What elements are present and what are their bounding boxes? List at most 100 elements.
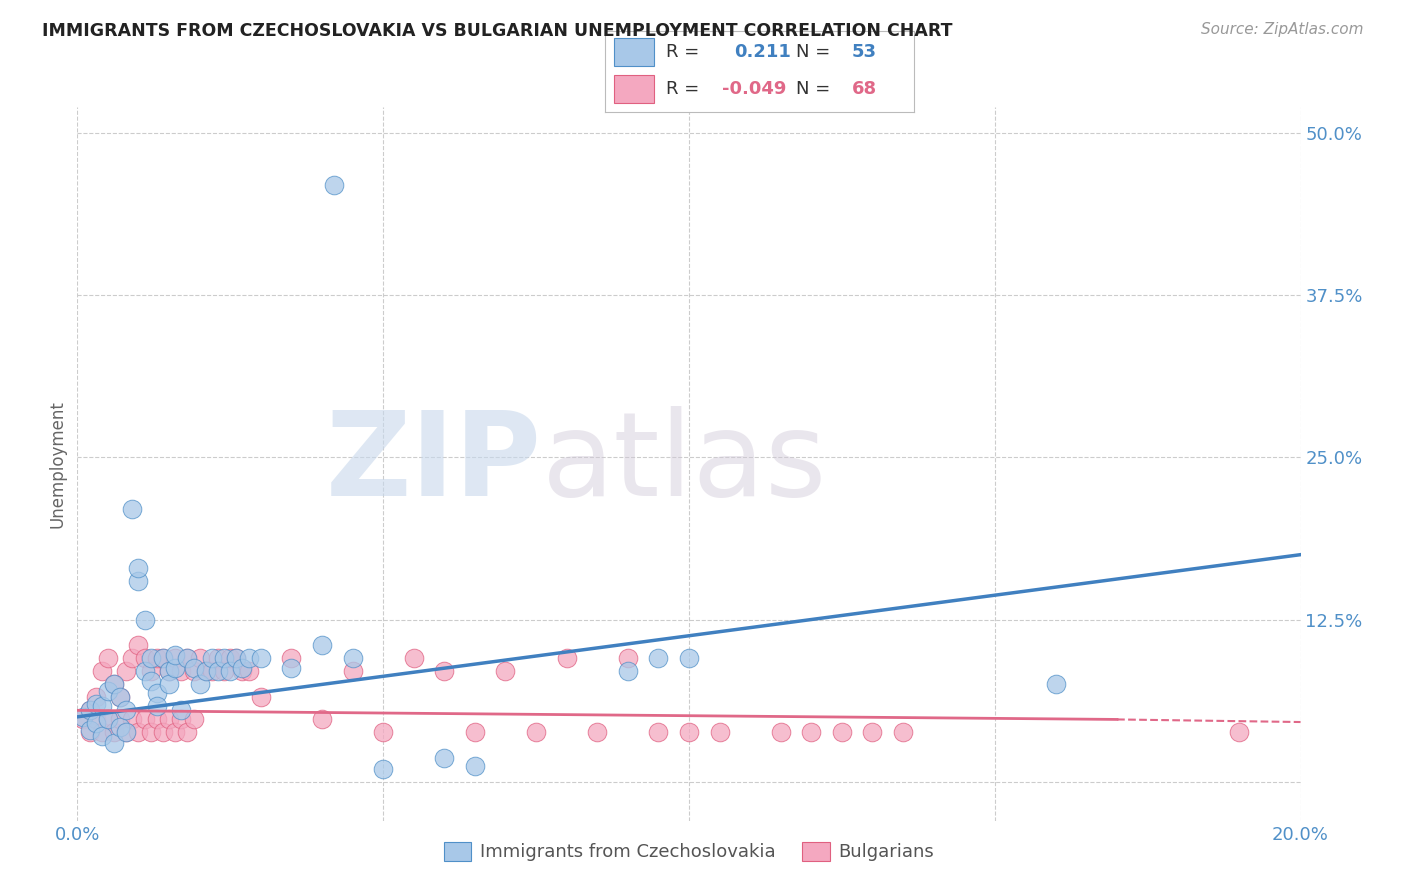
- Point: [165, 648, 187, 662]
- Point: [84, 716, 107, 731]
- Point: [152, 725, 174, 739]
- Point: [127, 560, 149, 574]
- Point: [103, 677, 125, 691]
- Point: [90, 729, 112, 743]
- Point: [97, 684, 120, 698]
- Point: [769, 725, 792, 739]
- Point: [371, 725, 394, 739]
- Point: [250, 690, 273, 705]
- Point: [225, 651, 247, 665]
- Point: [103, 725, 125, 739]
- Point: [219, 665, 242, 679]
- Point: [311, 713, 333, 727]
- Point: [157, 677, 180, 691]
- Point: [586, 725, 609, 739]
- Point: [165, 660, 187, 674]
- Point: [464, 725, 486, 739]
- Point: [165, 725, 187, 739]
- Text: 0.211: 0.211: [734, 43, 792, 61]
- Point: [201, 665, 224, 679]
- Point: [103, 736, 125, 750]
- Point: [108, 720, 131, 734]
- Point: [97, 713, 120, 727]
- Point: [342, 651, 364, 665]
- Point: [183, 660, 205, 674]
- Point: [146, 699, 169, 714]
- Point: [212, 665, 235, 679]
- Point: [207, 651, 229, 665]
- Point: [72, 713, 94, 727]
- Point: [219, 651, 242, 665]
- Y-axis label: Unemployment: Unemployment: [48, 400, 66, 528]
- Point: [79, 703, 101, 717]
- Point: [146, 686, 169, 700]
- Point: [121, 502, 143, 516]
- Point: [115, 725, 138, 739]
- Bar: [614, 76, 654, 103]
- Point: [231, 660, 253, 674]
- Text: atlas: atlas: [543, 407, 828, 521]
- Point: [157, 665, 180, 679]
- Point: [891, 725, 914, 739]
- Point: [139, 725, 162, 739]
- Point: [433, 665, 456, 679]
- Point: [862, 725, 884, 739]
- Text: 53: 53: [852, 43, 877, 61]
- Point: [134, 651, 156, 665]
- Point: [157, 713, 180, 727]
- Text: 68: 68: [852, 80, 877, 98]
- Point: [194, 665, 217, 679]
- Point: [238, 665, 260, 679]
- Point: [146, 713, 169, 727]
- Point: [831, 725, 853, 739]
- Point: [127, 574, 149, 588]
- Point: [647, 651, 669, 665]
- Point: [280, 651, 302, 665]
- Point: [115, 725, 138, 739]
- Point: [800, 725, 823, 739]
- Point: [280, 660, 302, 674]
- Point: [146, 651, 169, 665]
- Point: [194, 665, 217, 679]
- Point: [188, 651, 211, 665]
- Point: [311, 639, 333, 653]
- Text: Source: ZipAtlas.com: Source: ZipAtlas.com: [1201, 22, 1364, 37]
- Point: [170, 665, 193, 679]
- Bar: [614, 37, 654, 66]
- Point: [524, 725, 547, 739]
- Point: [90, 699, 112, 714]
- Point: [165, 651, 187, 665]
- Point: [139, 673, 162, 688]
- Point: [103, 677, 125, 691]
- Point: [212, 651, 235, 665]
- Text: R =: R =: [666, 80, 700, 98]
- Point: [1229, 725, 1251, 739]
- Point: [201, 651, 224, 665]
- Point: [207, 665, 229, 679]
- Point: [90, 725, 112, 739]
- Point: [402, 651, 425, 665]
- Point: [79, 703, 101, 717]
- Point: [79, 723, 101, 737]
- Point: [121, 713, 143, 727]
- Point: [115, 665, 138, 679]
- Point: [647, 725, 669, 739]
- Text: -0.049: -0.049: [723, 80, 786, 98]
- Point: [231, 665, 253, 679]
- Point: [134, 665, 156, 679]
- Point: [183, 713, 205, 727]
- Text: N =: N =: [796, 43, 831, 61]
- Text: N =: N =: [796, 80, 831, 98]
- Text: IMMIGRANTS FROM CZECHOSLOVAKIA VS BULGARIAN UNEMPLOYMENT CORRELATION CHART: IMMIGRANTS FROM CZECHOSLOVAKIA VS BULGAR…: [42, 22, 953, 40]
- Point: [121, 651, 143, 665]
- Point: [72, 710, 94, 724]
- Point: [152, 651, 174, 665]
- Point: [84, 690, 107, 705]
- Point: [115, 703, 138, 717]
- Point: [170, 703, 193, 717]
- Point: [157, 665, 180, 679]
- Point: [617, 665, 640, 679]
- Point: [323, 178, 346, 192]
- Point: [342, 665, 364, 679]
- Point: [84, 713, 107, 727]
